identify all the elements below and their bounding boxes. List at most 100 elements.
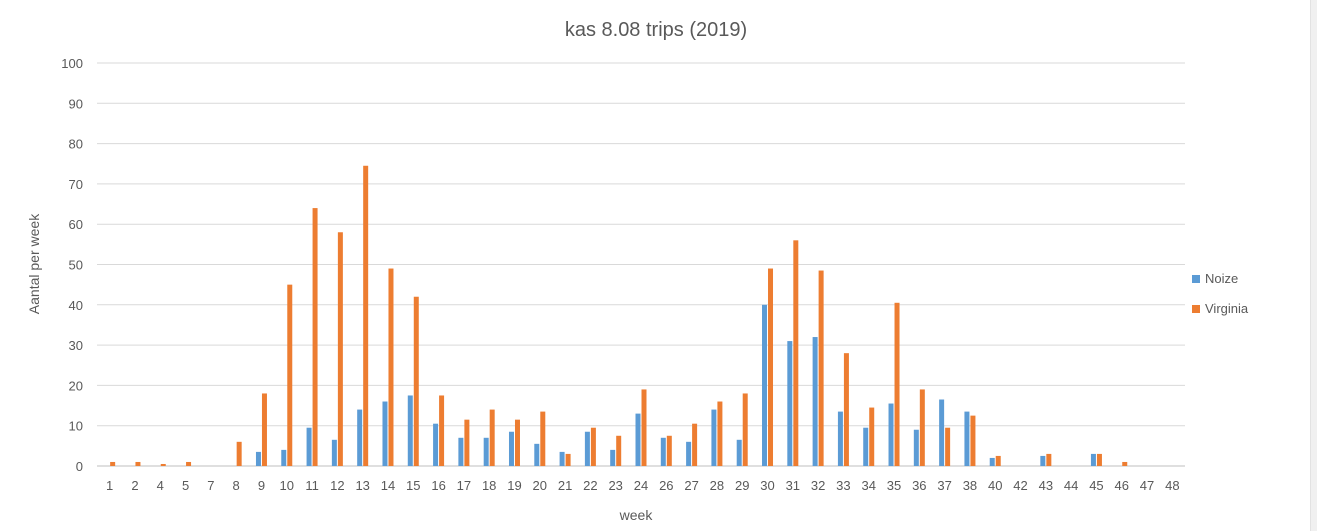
bar-virginia-week-34 [869,407,875,466]
bar-virginia-week-29 [742,393,748,466]
bar-virginia-week-11 [312,208,318,466]
bar-noize-week-10 [281,449,287,466]
bar-noize-week-40 [989,457,995,466]
bar-noize-week-27 [686,441,692,466]
legend: Noize Virginia [1192,271,1249,316]
x-tick-label: 8 [233,478,240,493]
bar-virginia-week-46 [1122,461,1128,466]
bar-virginia-week-22 [590,427,596,466]
x-tick-label: 20 [533,478,547,493]
grid-lines [97,62,1185,467]
bar-virginia-week-30 [768,268,774,466]
x-tick-label: 44 [1064,478,1078,493]
x-tick-label: 17 [457,478,471,493]
bar-noize-week-22 [584,431,590,466]
y-tick-label: 10 [69,419,83,434]
bar-virginia-week-18 [489,409,495,466]
y-tick-label: 70 [69,177,83,192]
legend-label-virginia: Virginia [1205,301,1249,316]
y-tick-label: 20 [69,378,83,393]
bar-noize-week-23 [610,449,616,466]
bar-virginia-week-13 [363,165,369,466]
bar-noize-week-31 [787,341,793,466]
x-tick-label: 9 [258,478,265,493]
y-tick-label: 100 [61,56,83,71]
bar-virginia-week-28 [717,401,723,466]
x-tick-label: 27 [684,478,698,493]
x-tick-label: 31 [786,478,800,493]
bar-virginia-week-43 [1046,453,1052,466]
x-tick-label: 13 [355,478,369,493]
x-tick-label: 33 [836,478,850,493]
bar-virginia-week-36 [919,389,925,466]
bar-noize-week-14 [382,401,388,466]
bar-virginia-week-31 [793,240,799,466]
bars [110,165,1128,466]
y-tick-label: 50 [69,258,83,273]
x-axis-label: week [619,507,654,523]
bar-virginia-week-15 [413,296,419,466]
y-tick-label: 80 [69,137,83,152]
scrollbar-track[interactable] [1310,0,1317,531]
x-tick-label: 37 [937,478,951,493]
y-tick-label: 40 [69,298,83,313]
y-tick-label: 30 [69,338,83,353]
x-tick-label: 11 [305,478,319,493]
bar-noize-week-9 [255,451,261,466]
bar-virginia-week-35 [894,302,900,466]
x-tick-label: 32 [811,478,825,493]
x-tick-label: 36 [912,478,926,493]
x-tick-label: 47 [1140,478,1154,493]
bar-noize-week-29 [736,439,742,466]
bar-noize-week-24 [635,413,641,466]
x-tick-label: 24 [634,478,648,493]
bar-virginia-week-20 [540,411,546,466]
bar-virginia-week-10 [287,284,293,466]
x-tick-label: 48 [1165,478,1179,493]
bar-noize-week-11 [306,427,312,466]
bar-virginia-week-19 [514,419,520,466]
bar-noize-week-12 [331,439,337,466]
x-tick-label: 46 [1115,478,1129,493]
x-tick-label: 45 [1089,478,1103,493]
bar-noize-week-34 [863,427,869,466]
bar-noize-week-17 [458,437,464,466]
y-tick-label: 90 [69,96,83,111]
bar-virginia-week-17 [464,419,470,466]
bar-virginia-week-8 [236,441,242,466]
y-tick-label: 60 [69,217,83,232]
x-tick-label: 26 [659,478,673,493]
x-tick-label: 22 [583,478,597,493]
bar-noize-week-37 [939,399,945,466]
x-tick-label: 18 [482,478,496,493]
bar-noize-week-38 [964,411,970,466]
legend-swatch-noize [1192,275,1200,283]
x-tick-label: 30 [760,478,774,493]
bar-noize-week-28 [711,409,717,466]
x-tick-label: 7 [207,478,214,493]
y-tick-label: 0 [76,459,83,474]
bar-virginia-week-27 [692,423,698,466]
legend-label-noize: Noize [1205,271,1238,286]
y-axis-ticks: 0 10 20 30 40 50 60 70 80 90 100 [61,56,83,474]
x-tick-label: 35 [887,478,901,493]
x-tick-label: 28 [710,478,724,493]
x-tick-label: 1 [106,478,113,493]
chart-title: kas 8.08 trips (2019) [565,19,747,41]
bar-noize-week-18 [483,437,489,466]
x-tick-label: 40 [988,478,1002,493]
bar-noize-week-26 [660,437,666,466]
bar-virginia-week-38 [970,415,976,466]
x-tick-label: 38 [963,478,977,493]
x-tick-label: 29 [735,478,749,493]
bar-noize-week-16 [433,423,439,466]
bar-virginia-week-14 [388,268,394,466]
x-tick-label: 15 [406,478,420,493]
bar-virginia-week-4 [160,463,166,466]
bar-virginia-week-37 [945,427,951,466]
bar-virginia-week-32 [818,270,824,466]
x-tick-label: 34 [861,478,875,493]
x-tick-label: 19 [507,478,521,493]
